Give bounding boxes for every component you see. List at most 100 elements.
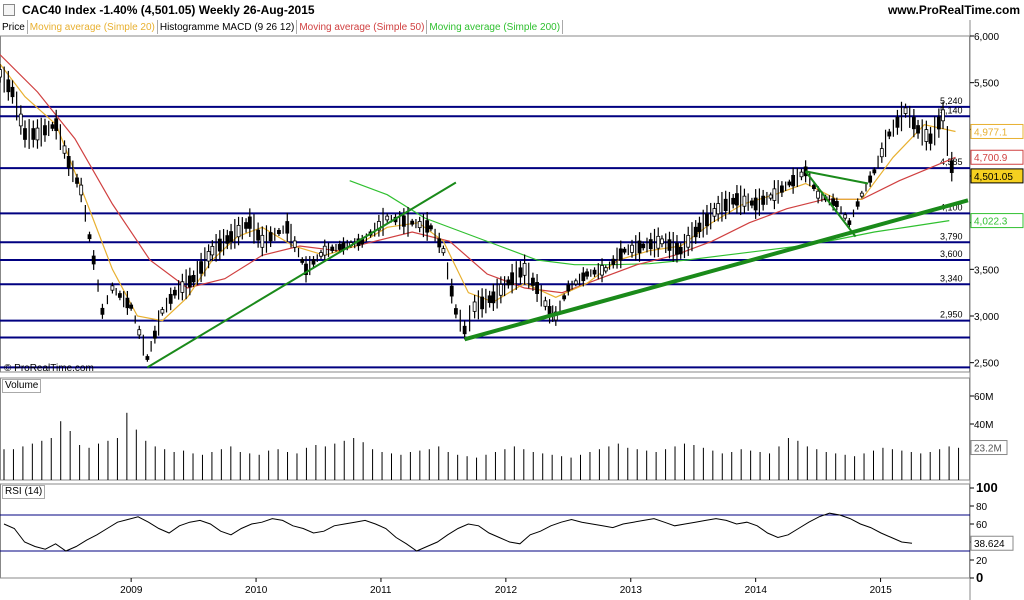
price-candle: [256, 229, 261, 241]
price-candle: [385, 215, 390, 221]
price-candle: [376, 221, 381, 231]
price-candle: [622, 248, 627, 253]
trendline: [805, 170, 869, 185]
price-candle: [145, 356, 150, 360]
price-candle: [855, 201, 860, 207]
volume-tick-label: 60M: [974, 392, 993, 403]
price-candle: [566, 284, 571, 292]
price-candle: [152, 330, 157, 339]
price-candle: [225, 235, 230, 244]
time-tick-label: 2012: [495, 585, 518, 596]
price-candle: [656, 235, 661, 249]
legend-price[interactable]: Price: [0, 20, 28, 34]
price-candle: [911, 117, 916, 130]
ma200-line: [349, 180, 950, 266]
price-candle: [660, 238, 664, 245]
price-candle: [277, 229, 281, 235]
price-candle: [903, 107, 908, 114]
value-badge: [970, 168, 1024, 184]
ma50-line: [0, 54, 956, 294]
time-tick-label: 2011: [370, 585, 392, 596]
price-candle: [247, 216, 252, 229]
price-candle: [311, 259, 316, 265]
price-candle: [168, 293, 173, 304]
price-candle: [172, 289, 177, 296]
price-candle: [843, 214, 848, 219]
price-candle: [522, 262, 527, 276]
price-candle: [581, 272, 586, 282]
price-candle: [834, 201, 839, 207]
price-candle: [872, 169, 877, 174]
price-candle: [319, 252, 323, 257]
price-candle: [210, 246, 215, 256]
price-candle: [125, 297, 130, 309]
trendline: [804, 170, 857, 238]
price-candle: [761, 195, 766, 205]
price-candle: [791, 175, 796, 187]
price-candle: [118, 293, 122, 298]
ma20-line: [0, 63, 956, 322]
site-link[interactable]: www.ProRealTime.com: [887, 3, 1020, 17]
price-candle: [735, 193, 739, 206]
value-badge-label: 4,501.05: [974, 172, 1013, 183]
value-badge: [970, 149, 1024, 165]
price-candle: [831, 198, 836, 206]
price-candle: [236, 224, 241, 238]
level-label: 3,340: [940, 273, 963, 283]
price-candle: [779, 185, 784, 193]
price-candle: [417, 221, 422, 229]
legend-ma20[interactable]: Moving average (Simple 20): [28, 20, 158, 34]
rsi-tick-label: 100: [976, 480, 998, 495]
price-candle: [35, 127, 40, 141]
price-candle: [742, 195, 747, 207]
price-candle: [667, 239, 672, 251]
rsi-tick-label: 20: [976, 556, 988, 567]
price-tick-label: 3,000: [974, 312, 999, 323]
price-candle: [91, 255, 96, 265]
value-badge-label: 4,977.1: [974, 127, 1008, 138]
level-label: 2,950: [940, 310, 963, 320]
price-candle: [562, 295, 567, 300]
price-candle: [816, 190, 821, 199]
rsi-panel-label[interactable]: RSI (14): [2, 485, 46, 499]
value-badge: [970, 213, 1024, 229]
price-candle: [573, 280, 578, 285]
price-candle: [429, 225, 433, 230]
price-candle: [217, 238, 222, 252]
legend-ma200[interactable]: Moving average (Simple 200): [427, 20, 564, 34]
menu-icon[interactable]: [3, 4, 15, 16]
legend-macd[interactable]: Histogramme MACD (9 26 12): [158, 20, 298, 34]
price-candle: [731, 197, 736, 205]
price-candle: [137, 329, 142, 336]
volume-badge: [970, 440, 1008, 456]
price-candle: [199, 261, 203, 274]
price-candle: [887, 131, 892, 137]
price-candle: [100, 307, 105, 315]
level-label: 5,240: [940, 96, 963, 106]
price-tick-label: 6,000: [974, 32, 999, 43]
price-candle: [260, 234, 265, 248]
price-candle: [693, 226, 698, 238]
time-tick-label: 2009: [120, 585, 143, 596]
price-candle: [949, 160, 954, 173]
value-badge-label: 4,022.3: [974, 217, 1008, 228]
price-candle: [337, 244, 342, 250]
price-candle: [487, 295, 492, 303]
price-candle: [812, 184, 816, 190]
rsi-tick-label: 0: [976, 570, 983, 585]
price-candle: [630, 244, 634, 253]
volume-panel-label[interactable]: Volume: [2, 379, 42, 393]
price-candle: [187, 275, 192, 288]
value-badge: [970, 123, 1024, 139]
price-candle: [66, 156, 71, 168]
price-candle: [603, 267, 608, 272]
volume-tick-label: 40M: [974, 420, 993, 431]
price-candle: [330, 246, 335, 251]
price-candle: [924, 129, 929, 142]
copyright-label: © ProRealTime.com: [4, 363, 94, 374]
price-candle: [206, 251, 211, 262]
legend-ma50[interactable]: Moving average (Simple 50): [297, 20, 428, 34]
price-candle: [491, 291, 496, 304]
price-candle: [772, 188, 777, 201]
price-candle: [686, 235, 691, 248]
